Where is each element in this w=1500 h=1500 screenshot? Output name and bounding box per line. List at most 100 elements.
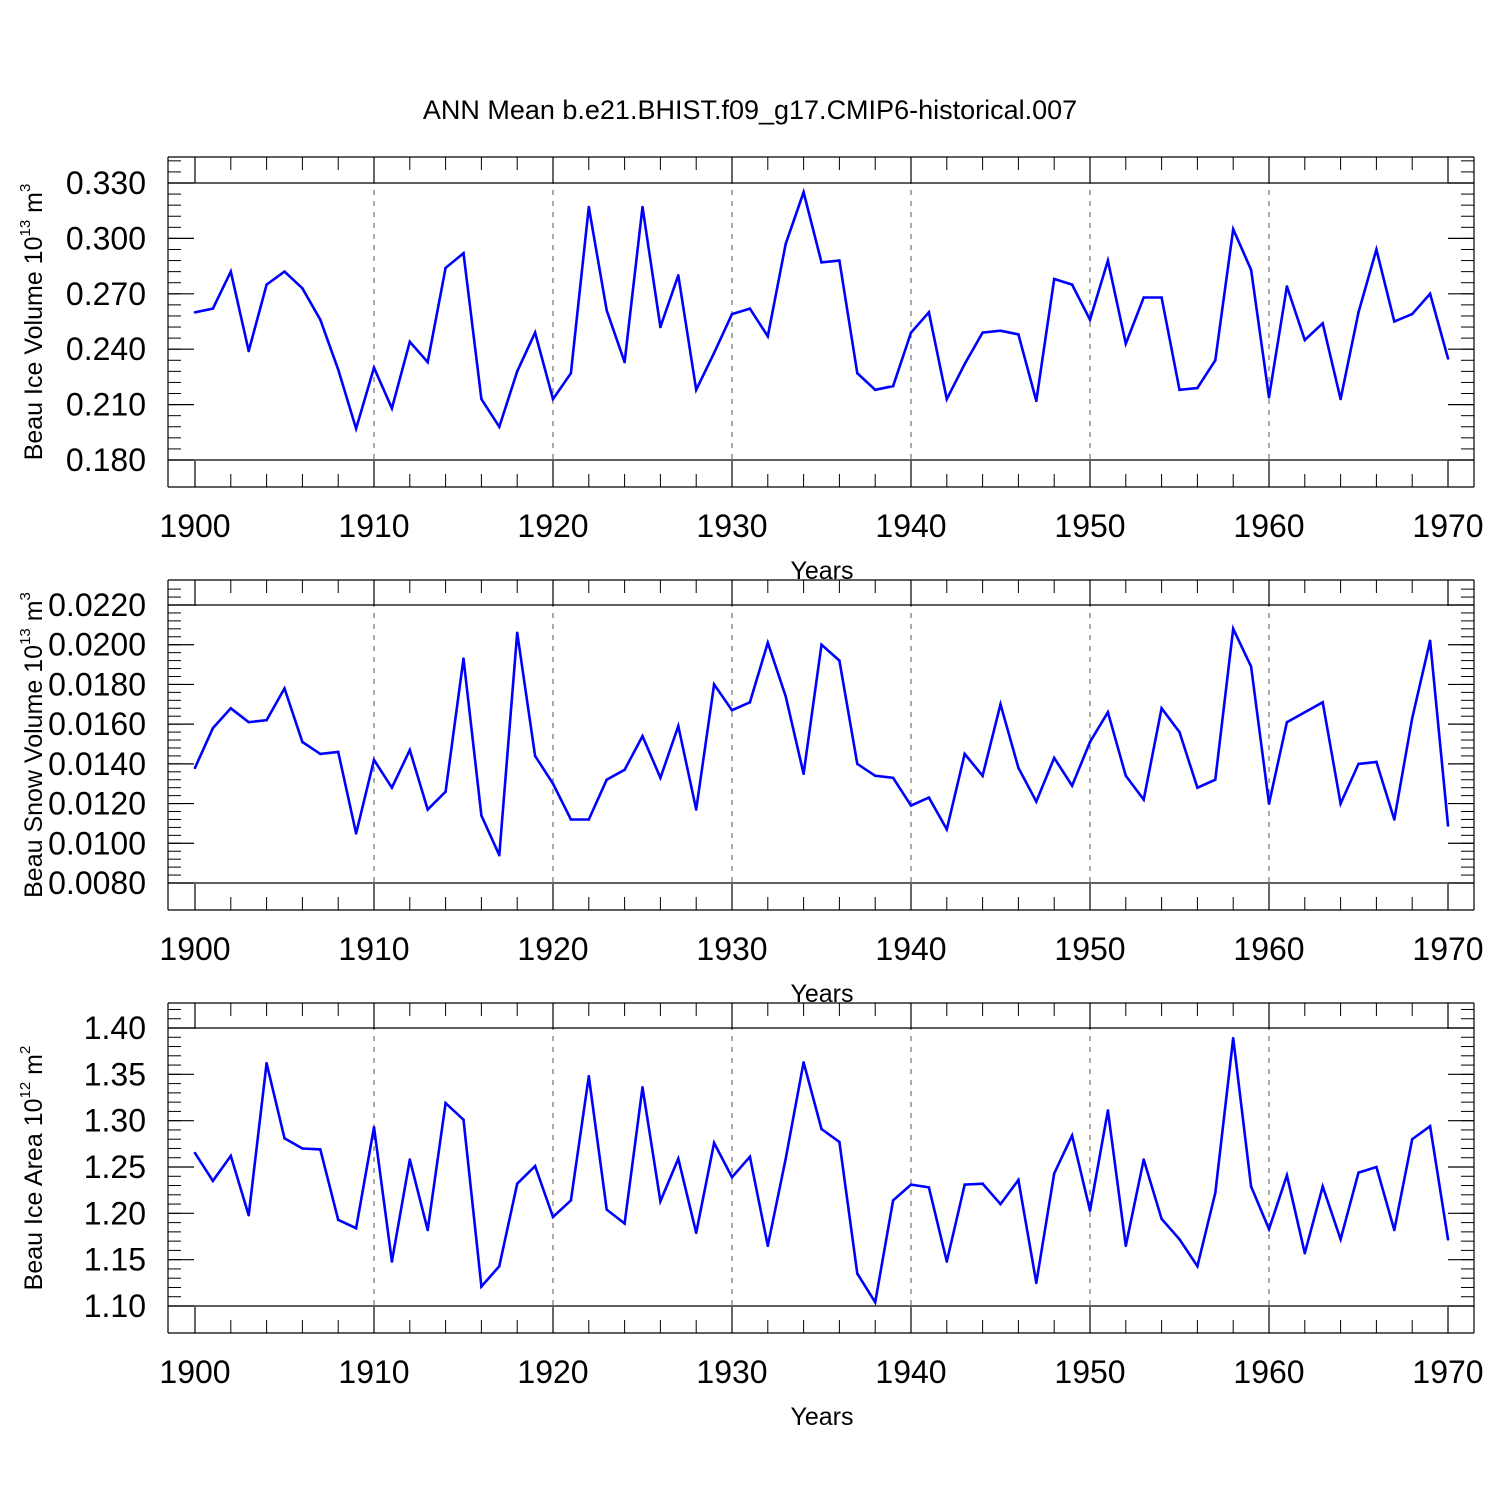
data-point [1321,322,1324,325]
data-point [1267,395,1271,399]
y-tick-label: 0.210 [66,387,146,423]
data-point [193,1151,197,1155]
x-tick-label: 1900 [159,931,230,967]
data-point [319,318,322,321]
data-point [1070,784,1074,787]
data-point [1428,639,1432,643]
data-point [838,1140,841,1144]
data-point [1124,342,1128,345]
data-point [1142,1158,1145,1161]
data-point [1303,1251,1307,1255]
chart-panels: 1900 1910 1920 1930 1940 1950 1960 1970 0.180 0.2… [17,156,1484,1431]
data-point [766,334,770,338]
data-point [1231,227,1235,231]
x-tick-label: 1930 [696,1354,767,1390]
y-axis-label-unit: m [20,600,48,628]
data-point [641,205,644,209]
y-tick-label: 0.0140 [48,746,146,782]
data-point [730,312,734,316]
data-point [873,1300,877,1304]
data-point [533,331,537,334]
data-point [963,1183,966,1186]
data-point [354,832,358,835]
data-point [891,1199,895,1202]
data-point [1249,665,1253,668]
data-point [856,1272,859,1275]
data-point [1410,1137,1414,1141]
x-axis-label: Years [790,980,853,1008]
data-point [551,1215,555,1219]
data-point [1231,627,1235,631]
data-point [426,360,430,364]
data-point [927,796,931,799]
data-point [766,1244,770,1248]
data-point [229,270,233,273]
data-point [945,828,949,831]
data-point [551,397,555,401]
data-point [1285,1174,1289,1177]
x-tick-label: 1910 [338,1354,409,1390]
data-point [981,331,984,334]
data-point [390,406,394,410]
data-point [838,259,841,262]
y-axis-label-unit-exponent: 2 [17,1046,34,1054]
data-point [1214,358,1217,362]
data-point [372,758,376,762]
data-point [462,251,465,255]
data-point [444,1101,447,1105]
data-point [748,1155,752,1159]
data-point [211,307,215,310]
data-point [927,310,931,314]
y-tick-label: 1.40 [84,1010,146,1046]
data-point [1410,716,1414,720]
data-point [1357,310,1360,314]
data-point [283,1136,286,1140]
data-point [820,261,823,264]
data-point [1303,710,1307,714]
data-point [587,205,591,209]
data-point [945,397,949,401]
data-point [336,368,340,371]
data-point [963,362,966,366]
data-point [1339,802,1342,805]
x-tick-label: 1960 [1233,931,1304,967]
data-point [319,752,322,756]
x-tick-label: 1900 [159,508,230,544]
data-point [319,1148,322,1151]
y-tick-label: 0.0200 [48,627,146,663]
data-point [605,778,608,782]
data-point [1321,1185,1324,1188]
data-point [408,1158,412,1161]
data-point [1428,292,1432,296]
data-point [838,659,841,662]
x-tick-label: 1900 [159,1354,230,1390]
data-point [426,1228,430,1232]
data-point [1375,760,1378,764]
data-point [1124,774,1128,778]
data-point [498,853,501,857]
data-point [1106,710,1110,714]
y-tick-label: 0.0100 [48,825,146,861]
data-point [1214,1191,1217,1195]
data-point [1178,388,1181,392]
data-point [694,388,698,392]
data-point [265,283,268,286]
data-point [1267,802,1271,805]
x-tick-label: 1920 [517,931,588,967]
x-tick-label: 1920 [517,508,588,544]
data-point [623,1222,626,1225]
data-point [229,1154,233,1158]
y-tick-label: 1.35 [84,1056,146,1092]
data-point [408,748,412,752]
data-point [587,818,591,821]
data-point [1428,1124,1432,1128]
data-point [408,340,412,344]
x-axis-label: Years [790,557,853,585]
x-tick-label: 1910 [338,508,409,544]
data-point [1035,800,1038,803]
data-point [1410,312,1414,316]
y-tick-label: 0.0220 [48,587,146,623]
data-point [927,1186,931,1189]
data-point [1321,701,1324,704]
data-point [247,349,250,353]
